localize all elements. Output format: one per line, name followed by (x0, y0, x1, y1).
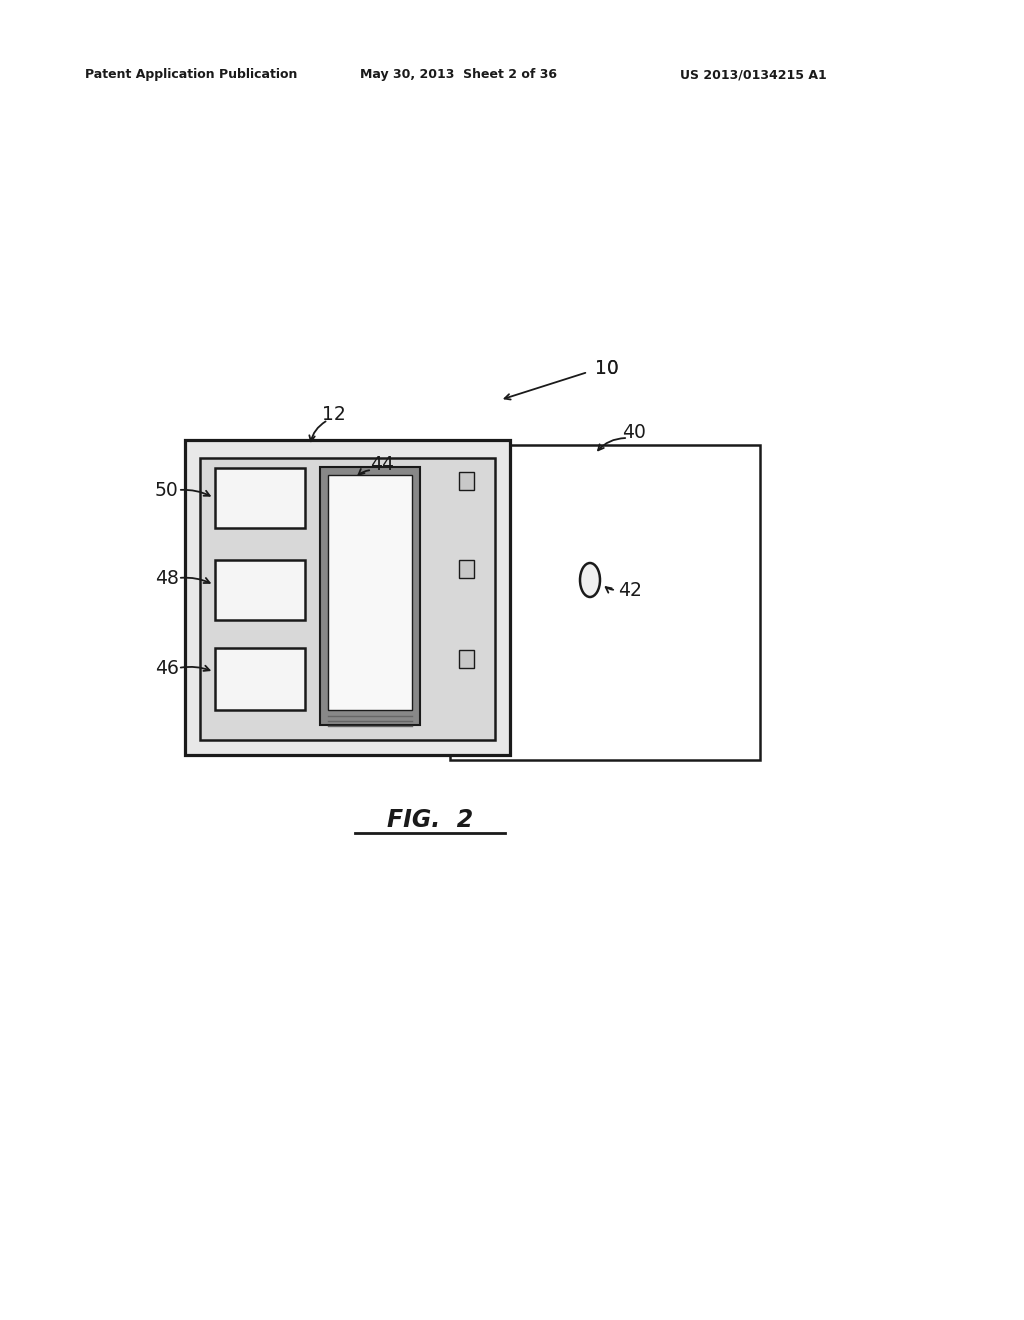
Text: 42: 42 (618, 581, 642, 599)
Text: May 30, 2013  Sheet 2 of 36: May 30, 2013 Sheet 2 of 36 (360, 69, 557, 81)
Bar (450, 445, 760, 760)
Text: 10: 10 (595, 359, 618, 378)
Bar (328, 475, 412, 710)
Text: 40: 40 (622, 422, 646, 441)
Text: 46: 46 (155, 659, 179, 677)
Text: 12: 12 (322, 405, 346, 425)
Bar (215, 469, 305, 528)
Bar (459, 649, 474, 668)
Bar (459, 560, 474, 578)
Text: US 2013/0134215 A1: US 2013/0134215 A1 (680, 69, 826, 81)
Bar (215, 648, 305, 710)
Bar (185, 440, 510, 755)
Text: Patent Application Publication: Patent Application Publication (85, 69, 297, 81)
Text: FIG.  2: FIG. 2 (387, 808, 473, 832)
Bar (200, 458, 495, 741)
Bar (319, 467, 420, 725)
Text: 48: 48 (155, 569, 179, 587)
Text: 10: 10 (595, 359, 618, 378)
Bar (459, 473, 474, 490)
Ellipse shape (580, 564, 600, 597)
Text: 50: 50 (155, 480, 179, 499)
Bar (215, 560, 305, 620)
Text: 44: 44 (370, 455, 394, 474)
